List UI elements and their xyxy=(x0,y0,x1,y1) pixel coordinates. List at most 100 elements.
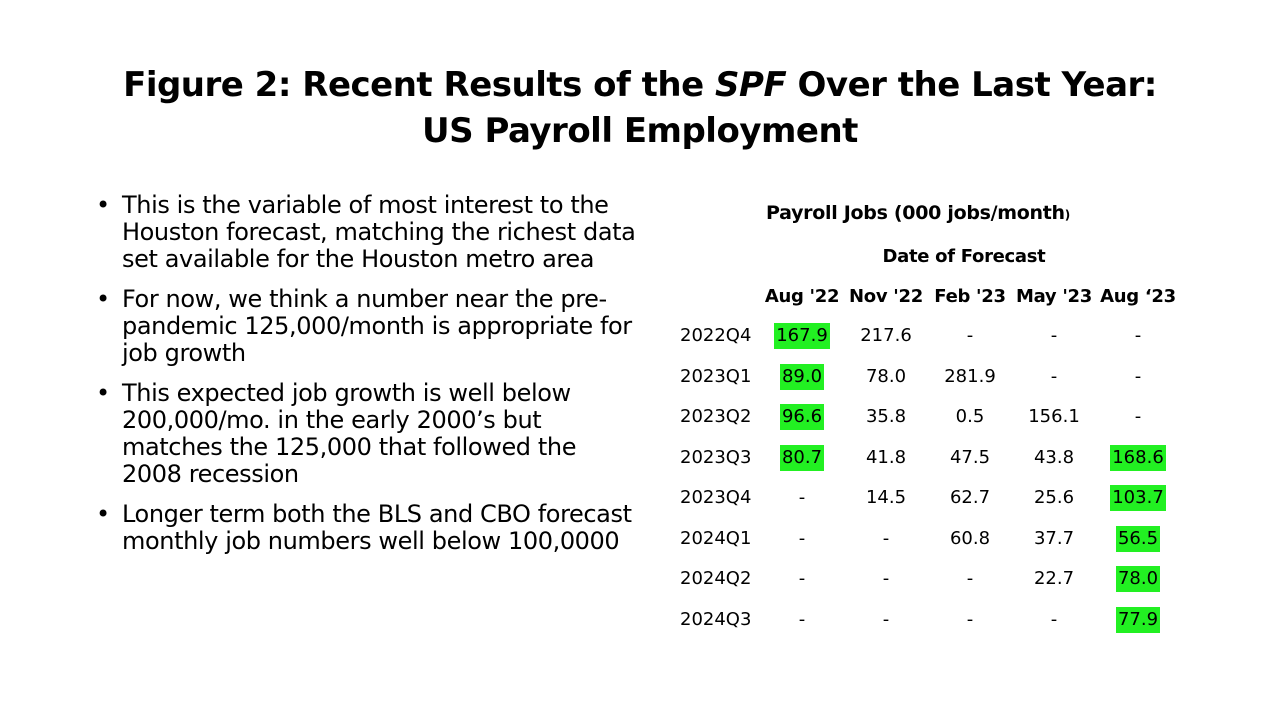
table-cell: 80.7 xyxy=(760,444,844,471)
row-label: 2023Q1 xyxy=(680,365,752,387)
table-cell: - xyxy=(760,526,844,552)
cell-value: - xyxy=(798,608,806,630)
table-cell: 37.7 xyxy=(1012,526,1096,552)
highlighted-value: 78.0 xyxy=(1115,566,1161,592)
table-caption-main: Payroll Jobs (000 jobs/month xyxy=(766,202,1065,224)
title-line-1: Figure 2: Recent Results of the SPF Over… xyxy=(0,62,1280,108)
cell-value: - xyxy=(966,325,974,346)
table-cell: 217.6 xyxy=(844,323,928,349)
row-label: 2023Q2 xyxy=(680,406,752,427)
table-cell: 35.8 xyxy=(844,404,928,430)
table-cell: 41.8 xyxy=(844,445,928,471)
cell-value: - xyxy=(882,527,890,549)
column-header: Aug ‘23 xyxy=(1100,286,1176,307)
row-label: 2023Q4 xyxy=(680,487,752,508)
row-label: 2024Q3 xyxy=(680,608,752,630)
table-cell: - xyxy=(760,566,844,592)
cell-value: - xyxy=(1050,608,1058,630)
row-label: 2023Q3 xyxy=(680,446,752,468)
cell-value: - xyxy=(1050,365,1058,387)
table-cell: - xyxy=(1012,323,1096,349)
highlighted-value: 103.7 xyxy=(1110,485,1166,511)
column-header: Nov '22 xyxy=(849,286,923,307)
cell-value: - xyxy=(966,568,974,589)
cell-value: 41.8 xyxy=(865,446,907,468)
cell-value: 62.7 xyxy=(949,487,991,508)
highlighted-value: 77.9 xyxy=(1115,606,1161,633)
title-italic: SPF xyxy=(715,65,787,105)
row-label: 2024Q1 xyxy=(680,527,752,549)
cell-value: - xyxy=(1134,325,1142,346)
table-cell: 103.7 xyxy=(1096,485,1180,511)
highlighted-value: 168.6 xyxy=(1110,444,1166,471)
cell-value: 37.7 xyxy=(1033,527,1075,549)
table-cell: 96.6 xyxy=(760,404,844,430)
cell-value: 60.8 xyxy=(949,527,991,549)
table-subcaption: Date of Forecast xyxy=(882,246,1046,267)
table-cell: - xyxy=(928,607,1012,633)
table-cell: - xyxy=(844,607,928,633)
table-cell: 0.5 xyxy=(928,404,1012,430)
table-cell: 56.5 xyxy=(1096,525,1180,552)
row-label: 2022Q4 xyxy=(680,325,752,346)
column-header: Aug '22 xyxy=(764,286,840,307)
table-cell: - xyxy=(928,566,1012,592)
bullet-item: This is the variable of most interest to… xyxy=(96,192,636,273)
table-caption-paren: ) xyxy=(1064,208,1070,222)
bullet-item: This expected job growth is well below 2… xyxy=(96,380,636,488)
cell-value: 47.5 xyxy=(949,446,991,468)
cell-value: 43.8 xyxy=(1033,446,1075,468)
cell-value: - xyxy=(798,487,806,508)
table-cell: 281.9 xyxy=(928,364,1012,390)
table-cell: 25.6 xyxy=(1012,485,1096,511)
table-cell: 47.5 xyxy=(928,445,1012,471)
table-cell: 60.8 xyxy=(928,526,1012,552)
table-cell: 156.1 xyxy=(1012,404,1096,430)
bullet-item: Longer term both the BLS and CBO forecas… xyxy=(96,501,636,555)
cell-value: - xyxy=(882,568,890,589)
cell-value: 35.8 xyxy=(865,406,907,427)
table-cell: - xyxy=(844,526,928,552)
cell-value: 25.6 xyxy=(1033,487,1075,508)
cell-value: - xyxy=(1050,325,1058,346)
table-cell: 167.9 xyxy=(760,323,844,349)
table-cell: 168.6 xyxy=(1096,444,1180,471)
cell-value: - xyxy=(798,527,806,549)
column-header: May '23 xyxy=(1016,286,1092,307)
cell-value: - xyxy=(966,608,974,630)
table-cell: 22.7 xyxy=(1012,566,1096,592)
column-header: Feb '23 xyxy=(934,286,1006,307)
highlighted-value: 96.6 xyxy=(779,404,825,430)
cell-value: 22.7 xyxy=(1033,568,1075,589)
table-cell: - xyxy=(1096,323,1180,349)
table-cell: - xyxy=(1096,364,1180,390)
table-cell: 78.0 xyxy=(1096,566,1180,592)
row-label: 2024Q2 xyxy=(680,568,752,589)
table-cell: 62.7 xyxy=(928,485,1012,511)
title-suffix: Over the Last Year: xyxy=(786,65,1158,105)
table-cell: - xyxy=(1012,607,1096,633)
table-cell: - xyxy=(844,566,928,592)
table-cell: 14.5 xyxy=(844,485,928,511)
bullet-item: For now, we think a number near the pre-… xyxy=(96,286,636,367)
cell-value: 14.5 xyxy=(865,487,907,508)
table-cell: 77.9 xyxy=(1096,606,1180,633)
title-line-2: US Payroll Employment xyxy=(422,111,858,151)
highlighted-value: 89.0 xyxy=(779,363,825,390)
table-cell: - xyxy=(760,607,844,633)
cell-value: - xyxy=(798,568,806,589)
highlighted-value: 167.9 xyxy=(774,323,830,349)
cell-value: - xyxy=(1134,365,1142,387)
cell-value: 156.1 xyxy=(1028,406,1080,427)
table-cell: - xyxy=(1096,404,1180,430)
cell-value: 281.9 xyxy=(944,365,996,387)
cell-value: - xyxy=(1134,406,1142,427)
highlighted-value: 80.7 xyxy=(779,444,825,471)
table-cell: - xyxy=(928,323,1012,349)
cell-value: - xyxy=(882,608,890,630)
slide-title: Figure 2: Recent Results of the SPF Over… xyxy=(0,62,1280,154)
table-cell: 89.0 xyxy=(760,363,844,390)
table-cell: - xyxy=(760,485,844,511)
title-prefix: Figure 2: Recent Results of the xyxy=(123,65,716,105)
highlighted-value: 56.5 xyxy=(1115,525,1161,552)
